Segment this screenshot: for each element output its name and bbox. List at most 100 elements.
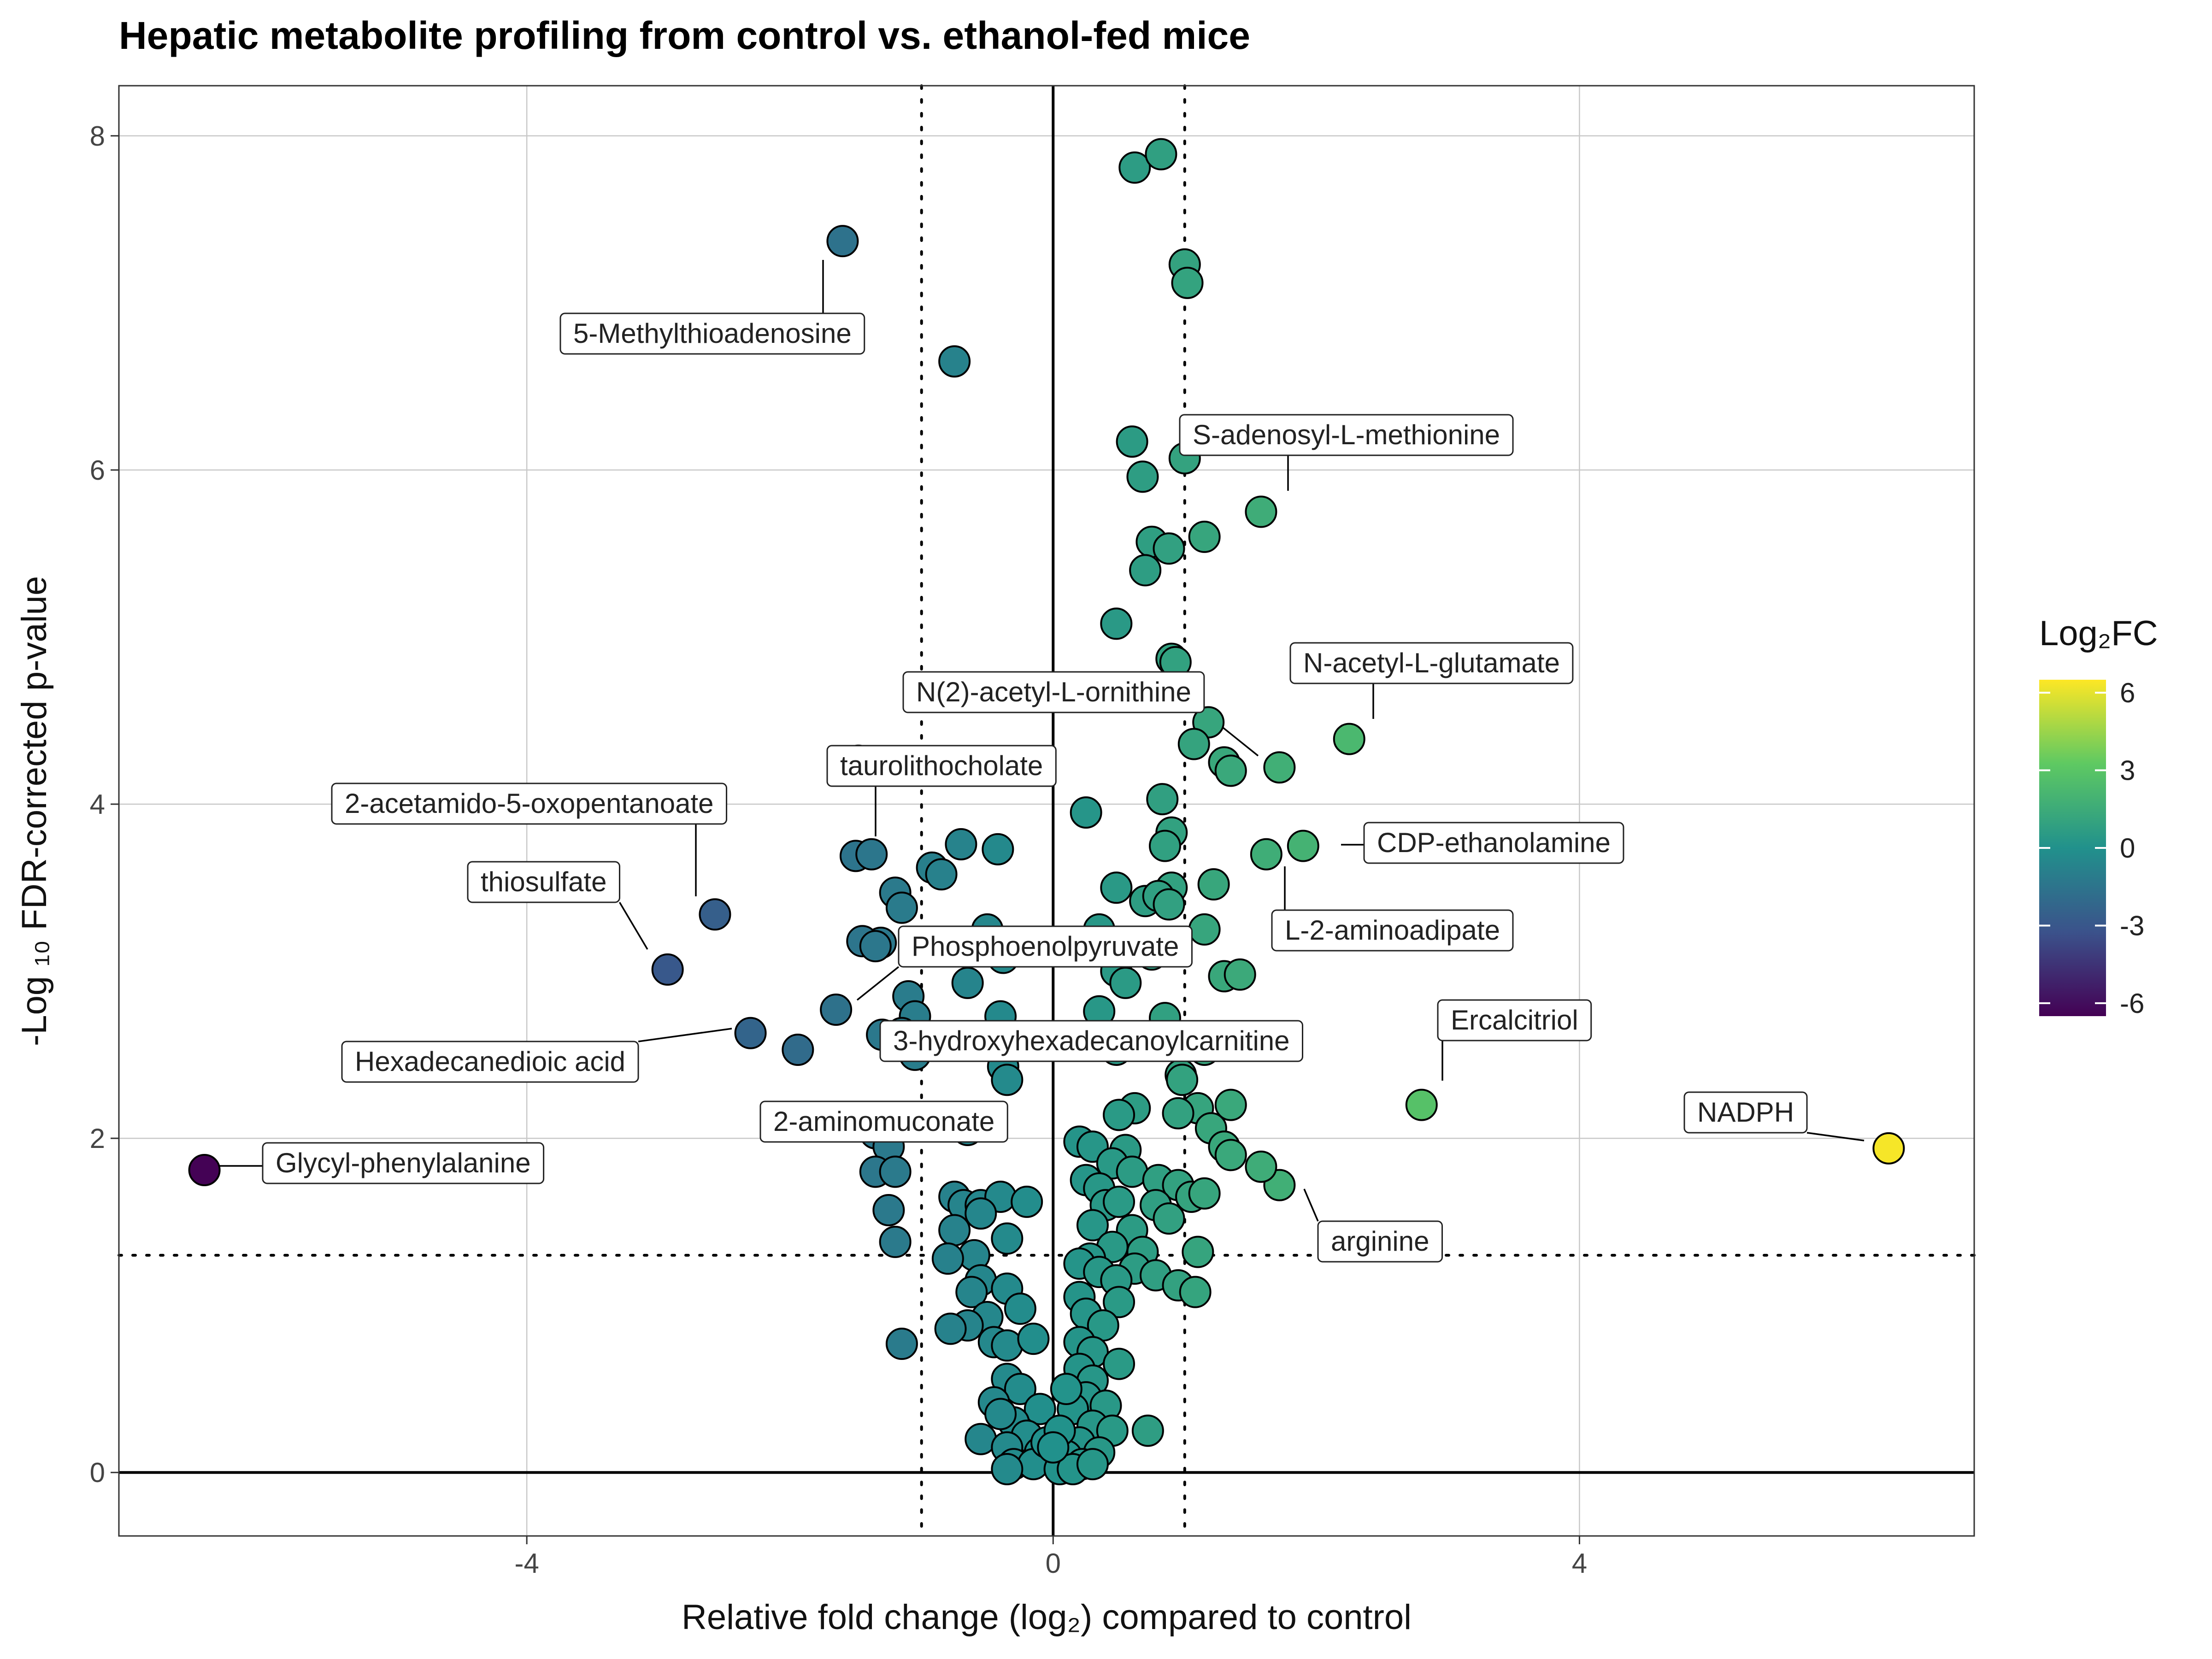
label-connector xyxy=(619,902,648,950)
data-point xyxy=(820,993,853,1026)
data-points xyxy=(188,138,1905,1485)
data-point xyxy=(938,1214,971,1247)
data-point xyxy=(734,1017,767,1049)
point-label-box xyxy=(1683,1091,1808,1134)
data-point xyxy=(1103,1099,1135,1131)
point-label: N-acetyl-L-glutamate xyxy=(1289,642,1574,684)
data-point xyxy=(925,858,958,891)
data-point xyxy=(1224,958,1256,991)
legend-ticks: -6 -3 0 3 6 xyxy=(2039,677,2144,1019)
data-point xyxy=(1263,751,1296,784)
point-label-text: thiosulfate xyxy=(481,866,607,897)
data-point xyxy=(1405,1088,1438,1121)
data-point xyxy=(965,1197,997,1230)
data-point xyxy=(991,1453,1024,1485)
point-label-text: Phosphoenolpyruvate xyxy=(912,931,1179,962)
data-point xyxy=(1148,830,1181,862)
x-tick-label: 4 xyxy=(1572,1548,1587,1579)
y-tick-label: 8 xyxy=(90,121,105,152)
data-point xyxy=(1179,1276,1212,1308)
data-point xyxy=(1214,754,1247,787)
x-axis-ticks: -4 0 4 xyxy=(514,1536,1587,1579)
point-label-box xyxy=(902,671,1205,713)
y-axis-ticks: 0 2 4 6 8 xyxy=(90,121,119,1488)
point-label: taurolithocholate xyxy=(826,745,1057,787)
data-point xyxy=(1070,796,1102,829)
point-label: 5-Methylthioadenosine xyxy=(559,312,865,355)
point-label: arginine xyxy=(1317,1220,1443,1263)
point-label-text: Hexadecanedioic acid xyxy=(355,1046,625,1077)
point-label: Glycyl-phenylalanine xyxy=(262,1142,545,1184)
data-point xyxy=(879,1225,912,1258)
color-legend: Log₂FC -6 -3 0 3 6 xyxy=(2039,614,2158,1019)
point-label-box xyxy=(1179,414,1514,456)
point-label-box xyxy=(559,312,865,355)
y-tick-label: 6 xyxy=(90,455,105,486)
point-label-text: CDP-ethanolamine xyxy=(1377,827,1611,858)
data-point xyxy=(1145,138,1177,171)
point-label-box xyxy=(467,861,621,903)
data-point xyxy=(1004,1372,1036,1405)
data-point xyxy=(885,1328,918,1360)
point-label-text: 2-aminomuconate xyxy=(773,1106,994,1137)
point-label: 3-hydroxyhexadecanoylcarnitine xyxy=(879,1020,1304,1062)
data-point xyxy=(1076,1448,1109,1481)
data-point xyxy=(872,1194,905,1227)
data-point xyxy=(1153,1202,1185,1235)
x-tick-label: 0 xyxy=(1046,1548,1061,1579)
point-label-box xyxy=(759,1100,1008,1143)
label-connector xyxy=(856,966,900,1001)
point-label: 2-acetamido-5-oxopentanoate xyxy=(331,782,728,825)
point-label-box xyxy=(1271,909,1514,952)
point-label-box xyxy=(898,925,1193,968)
legend-tick-label: 3 xyxy=(2120,755,2135,786)
data-point xyxy=(1146,783,1179,816)
data-point xyxy=(1050,1372,1082,1405)
data-point xyxy=(1245,495,1277,528)
data-point xyxy=(1004,1292,1036,1325)
point-label-box xyxy=(826,745,1057,787)
y-tick-label: 4 xyxy=(90,789,105,820)
point-label-text: S-adenosyl-L-methionine xyxy=(1193,419,1500,450)
point-label-box xyxy=(262,1142,545,1184)
data-point xyxy=(1100,607,1133,640)
data-point xyxy=(188,1153,221,1186)
point-label: L-2-aminoadipate xyxy=(1271,909,1514,952)
data-point xyxy=(1197,868,1230,901)
data-point xyxy=(1116,425,1148,458)
data-point xyxy=(1103,1347,1135,1380)
data-point xyxy=(1076,1209,1109,1241)
data-point xyxy=(955,1276,988,1308)
point-label: Ercalcitriol xyxy=(1437,999,1592,1041)
point-label-text: taurolithocholate xyxy=(840,750,1043,781)
data-point xyxy=(1171,266,1204,299)
point-label-box xyxy=(1317,1220,1443,1263)
data-point xyxy=(1250,838,1282,871)
data-point xyxy=(1129,554,1162,587)
data-point xyxy=(1333,723,1365,755)
point-label-text: 2-acetamido-5-oxopentanoate xyxy=(345,788,714,819)
data-point xyxy=(1872,1132,1905,1165)
data-point xyxy=(1166,1064,1199,1096)
point-label-text: 5-Methylthioadenosine xyxy=(573,318,852,349)
x-axis-label: Relative fold change (log₂) compared to … xyxy=(682,1598,1412,1637)
legend-tick-label: 0 xyxy=(2120,833,2135,864)
data-point xyxy=(651,953,684,986)
data-point xyxy=(945,828,977,861)
label-connector xyxy=(1806,1132,1865,1141)
point-label-box xyxy=(331,782,728,825)
data-point xyxy=(1188,1177,1221,1210)
data-point xyxy=(1037,1431,1070,1464)
point-label: Phosphoenolpyruvate xyxy=(898,925,1193,968)
point-label-box xyxy=(879,1020,1304,1062)
point-label-text: NADPH xyxy=(1697,1097,1794,1128)
point-label: thiosulfate xyxy=(467,861,621,903)
point-label-text: N-acetyl-L-glutamate xyxy=(1303,647,1560,678)
y-axis-label: -Log ₁₀ FDR-corrected p-value xyxy=(15,576,54,1046)
point-label-text: 3-hydroxyhexadecanoylcarnitine xyxy=(893,1025,1290,1056)
chart-title: Hepatic metabolite profiling from contro… xyxy=(119,14,1250,57)
data-point xyxy=(855,838,888,871)
y-tick-label: 0 xyxy=(90,1457,105,1488)
data-point xyxy=(879,1155,912,1188)
